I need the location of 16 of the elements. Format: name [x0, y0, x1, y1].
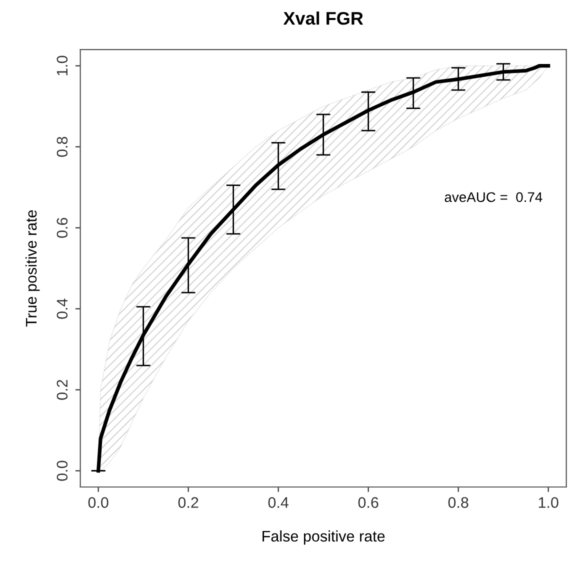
y-tick-label: 0.6: [56, 218, 68, 238]
annotation: aveAUC = 0.74: [444, 192, 542, 202]
x-tick-label: 0.0: [88, 497, 108, 508]
y-tick-label: 0.8: [56, 136, 68, 157]
chart-title: Xval FGR: [283, 12, 364, 25]
x-tick-label: 0.8: [448, 497, 468, 508]
y-axis-title: True positive rate: [25, 210, 40, 327]
y-tick-label: 0.2: [56, 380, 68, 400]
y-tick-label: 0.0: [56, 460, 68, 481]
x-tick-label: 0.4: [268, 497, 289, 508]
x-tick-label: 0.2: [178, 497, 198, 508]
y-tick-label: 1.0: [56, 56, 68, 76]
x-tick-label: 1.0: [538, 497, 558, 508]
x-tick-label: 0.6: [358, 497, 378, 508]
x-axis-title: False positive rate: [262, 530, 385, 545]
y-tick-label: 0.4: [56, 298, 68, 319]
